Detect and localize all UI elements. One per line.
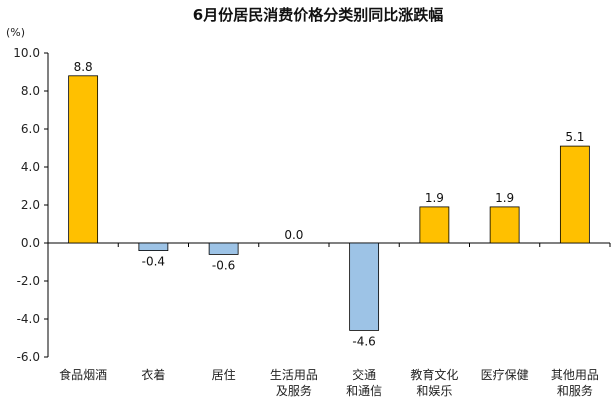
bar [138,242,169,251]
category-label: 医疗保健 [481,368,529,382]
y-tick-labels: 10.0 8.0 6.0 4.0 2.0 0.0 -2.0 -4.0 -6.0 [13,46,40,364]
data-label: 5.1 [565,130,584,144]
data-labels: 8.8 -0.4 -0.6 0.0 -4.6 1.9 1.9 5.1 [74,60,585,349]
category-label: 其他用品 [551,368,599,382]
category-label: 食品烟酒 [59,367,107,382]
bar [208,242,239,255]
data-label: -0.4 [142,255,165,269]
bar [68,75,99,244]
data-label: -0.6 [212,258,235,272]
category-label: 交通 [352,367,376,382]
category-label: 生活用品 [270,368,318,382]
y-tick-label: 4.0 [21,160,40,174]
data-label: 0.0 [284,228,303,242]
data-label: 8.8 [74,60,93,74]
category-label: 居住 [212,368,236,382]
bars [68,75,590,331]
y-axis-unit: (%) [6,26,25,39]
data-label: 1.9 [495,191,514,205]
bar [489,206,520,244]
category-label: 及服务 [276,383,312,398]
data-label: -4.6 [352,334,375,348]
category-label: 和娱乐 [416,384,452,398]
y-tick-label: 0.0 [21,236,40,250]
category-label: 衣着 [141,367,165,382]
y-tick-label: 6.0 [21,122,40,136]
y-tick-label: 10.0 [13,46,40,60]
y-tick-label: 2.0 [21,198,40,212]
bar [349,242,380,331]
bar [419,206,450,244]
bar [559,145,590,244]
y-tick-label: -6.0 [17,350,40,364]
category-label: 和通信 [346,384,382,398]
chart-title: 6月份居民消费价格分类别同比涨跌幅 [193,6,443,24]
y-tick-label: 8.0 [21,84,40,98]
axes [44,52,611,358]
data-label: 1.9 [425,191,444,205]
category-label: 和服务 [557,383,593,398]
category-label: 教育文化 [410,367,458,382]
y-tick-label: -4.0 [17,312,40,326]
y-tick-label: -2.0 [17,274,40,288]
